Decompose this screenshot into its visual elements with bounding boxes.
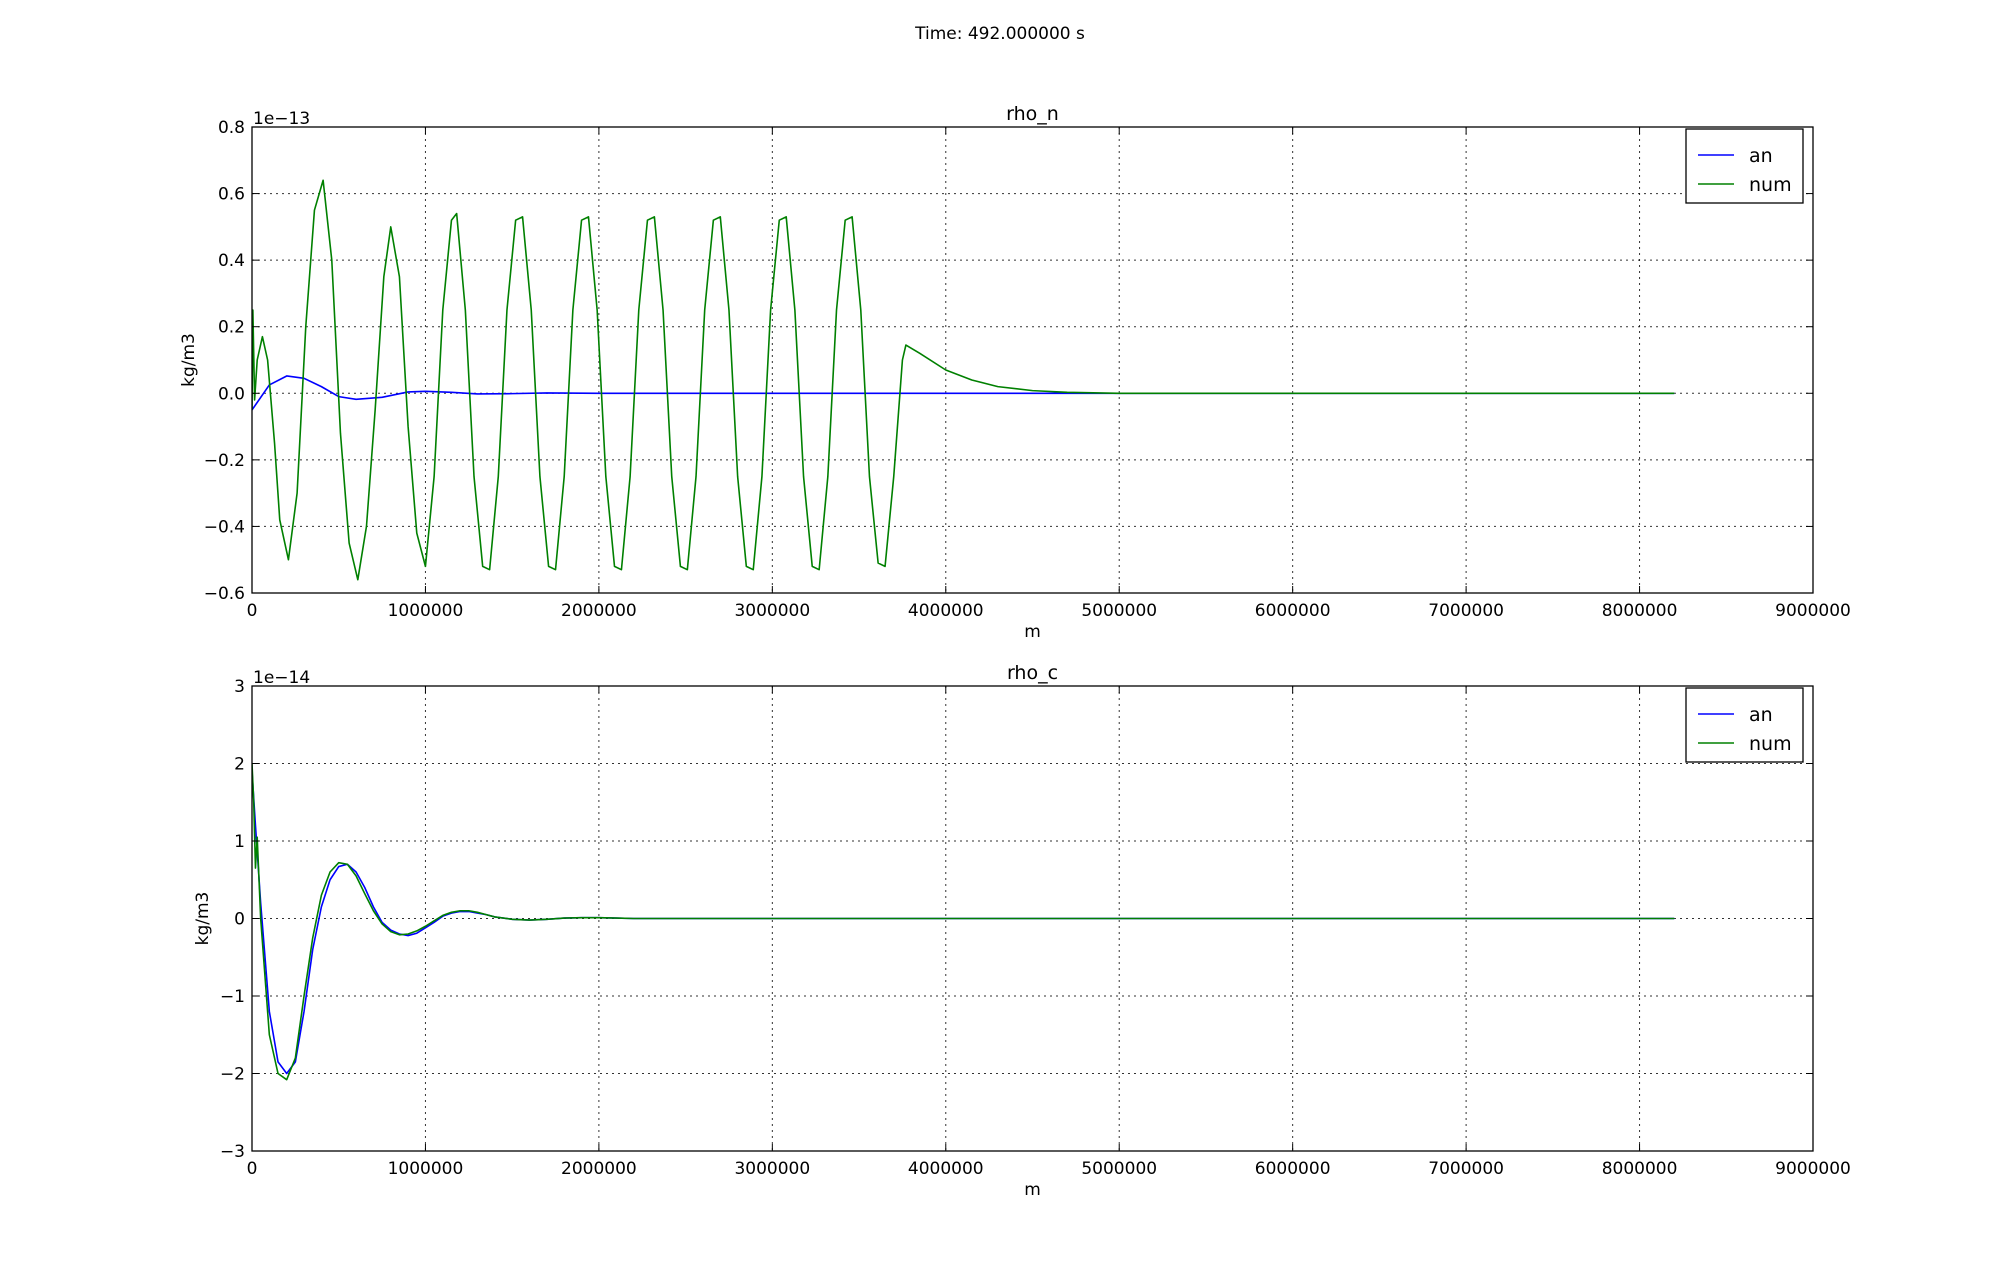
y-tick-label: 2: [234, 755, 245, 775]
y-offset-label: 1e−13: [253, 109, 310, 129]
legend-label-an: an: [1749, 704, 1773, 726]
x-tick-label: 9000000: [1775, 601, 1851, 621]
figure-suptitle: Time: 492.000000 s: [914, 24, 1085, 44]
x-tick-label: 1000000: [388, 1159, 464, 1179]
x-axis-label: m: [1024, 1180, 1041, 1200]
y-axis-label: kg/m3: [179, 333, 199, 387]
series-line-an: [252, 771, 1675, 1075]
series-line-num: [252, 763, 1675, 1081]
series-line-num: [252, 179, 1675, 581]
x-tick-label: 0: [247, 601, 258, 621]
subplot-rho-n: 0 1000000 2000000 3000000 4000000 5000000 6000…: [179, 103, 1851, 642]
x-tick-label: 3000000: [734, 601, 810, 621]
x-tick-label: 6000000: [1255, 1159, 1331, 1179]
y-tick-label: 0.8: [218, 118, 245, 138]
legend-frame: [1685, 128, 1804, 204]
x-tick-label: 4000000: [908, 1159, 984, 1179]
x-tick-label: 7000000: [1428, 601, 1504, 621]
x-tick-label: 0: [247, 1159, 258, 1179]
plot-title: rho_n: [1006, 103, 1059, 125]
y-tick-label: −0.4: [204, 517, 245, 537]
x-tick-label: 8000000: [1602, 1159, 1678, 1179]
y-offset-label: 1e−14: [253, 668, 310, 688]
y-tick-label: −3: [220, 1142, 245, 1162]
legend-label-num: num: [1749, 174, 1792, 196]
x-tick-label: 7000000: [1428, 1159, 1504, 1179]
y-tick-label: 0.2: [218, 318, 245, 338]
legend-label-num: num: [1749, 733, 1792, 755]
y-tick-label: −0.6: [204, 584, 245, 604]
y-tick-label: 0.4: [218, 251, 245, 271]
y-tick-label: 1: [234, 832, 245, 852]
x-tick-label: 4000000: [908, 601, 984, 621]
x-axis-label: m: [1024, 622, 1041, 642]
legend: an num: [1685, 128, 1804, 204]
y-tick-label: 3: [234, 677, 245, 697]
x-tick-label: 5000000: [1081, 1159, 1157, 1179]
subplot-rho-c: 0 1000000 2000000 3000000 4000000 5000000 6000…: [193, 662, 1851, 1200]
y-tick-label: −0.2: [204, 451, 245, 471]
y-axis-label: kg/m3: [193, 892, 213, 946]
y-tick-label: 0.6: [218, 185, 245, 205]
x-tick-label: 5000000: [1081, 601, 1157, 621]
x-tick-label: 3000000: [734, 1159, 810, 1179]
x-tick-label: 1000000: [388, 601, 464, 621]
y-tick-label: −1: [220, 987, 245, 1007]
legend-frame: [1685, 687, 1804, 763]
x-tick-label: 8000000: [1602, 601, 1678, 621]
y-tick-label: 0: [234, 910, 245, 930]
series-line-an: [252, 375, 1675, 411]
plot-title: rho_c: [1007, 662, 1058, 684]
y-tick-label: 0.0: [218, 384, 245, 404]
plot-frame: [251, 126, 1814, 594]
x-tick-label: 2000000: [561, 1159, 637, 1179]
y-tick-label: −2: [220, 1065, 245, 1085]
x-tick-label: 2000000: [561, 601, 637, 621]
x-tick-label: 6000000: [1255, 601, 1331, 621]
legend-label-an: an: [1749, 145, 1773, 167]
legend: an num: [1685, 687, 1804, 763]
x-tick-label: 9000000: [1775, 1159, 1851, 1179]
